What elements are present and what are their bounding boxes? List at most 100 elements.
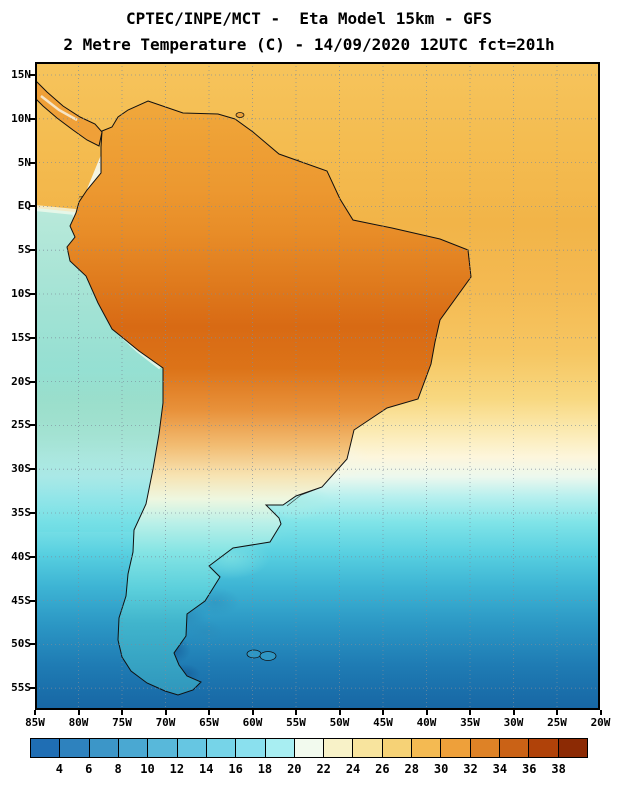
lon-tick-mark [469,710,471,715]
lat-tick-label: 45S [11,593,31,607]
lat-tick-mark [30,74,35,76]
latitude-axis: 15N 10N 5N EQ 5S 10S 15S 20S 25S 30S 35S 40S 45S 50S 5… [0,62,35,710]
lon-tick-mark [295,710,297,715]
lon-tick-mark [338,710,341,715]
colorbar-segment [441,739,471,757]
colorbar-segment [265,739,295,757]
colorbar-segment [89,739,119,757]
lat-tick-mark [30,687,35,690]
colorbar-tick-label: 20 [287,762,302,776]
colorbar-segment [558,739,587,757]
pacific-cold-current [35,208,163,532]
lat-tick-mark [30,293,35,295]
colorbar-segment [353,739,383,757]
colorbar-segment [324,739,354,757]
colorbar-segment [60,739,90,757]
lat-tick-mark [30,643,35,646]
lon-tick-mark [77,710,80,715]
lon-tick-mark [208,710,210,715]
colorbar-tick-label: 18 [257,762,273,776]
temperature-map [35,62,600,710]
colorbar-segment [31,739,61,757]
colorbar-tick-label: 6 [85,762,93,776]
falkland-islands-east [259,651,277,661]
lon-tick-label: 70W [155,716,176,729]
lon-tick-mark [599,710,602,715]
lat-tick-label: 40S [11,549,31,563]
colorbar-tick-label: 26 [375,762,390,776]
lon-tick-mark [121,710,123,715]
colorbar-segment [148,739,178,757]
falkland-islands [246,649,262,659]
lat-tick-mark [30,599,35,602]
lon-tick-mark [382,710,384,715]
islands-layer [235,112,277,661]
colorbar-tick-label: 38 [551,762,566,776]
lat-tick-label: 35S [11,506,31,519]
colorbar-tick-label: 8 [114,762,122,776]
lat-tick-label: 15N [11,68,31,81]
lon-tick-label: 20W [590,716,611,729]
lon-tick-mark [512,710,515,715]
lon-tick-label: 45W [373,716,393,729]
lat-tick-mark [30,205,35,208]
colorbar-segment [470,739,500,757]
lon-tick-label: 65W [199,716,219,729]
lat-tick-mark [30,512,35,514]
colorbar-tick-label: 12 [169,762,185,776]
colorbar-segment [118,739,149,757]
lon-tick-label: 85W [25,716,45,729]
longitude-axis: 85W 80W 75W 70W 65W 60W 55W 50W 45W 40W 35W 30W 25W 2… [25,710,610,736]
lat-tick-label: 15S [11,330,31,344]
lat-tick-label: EQ [17,199,31,213]
lon-tick-label: 25W [547,716,567,729]
colorbar-segment [236,739,266,757]
lat-tick-mark [30,161,35,164]
map-title-line2: 2 Metre Temperature (C) - 14/09/2020 12U… [63,35,555,54]
lon-tick-mark [34,710,36,715]
colorbar-tick-label: 30 [433,762,449,776]
lon-tick-label: 35W [460,716,480,729]
lon-tick-mark [251,710,254,715]
lon-tick-label: 60W [242,716,263,729]
colorbar-segment [412,739,442,757]
lat-tick-label: 5N [17,155,31,169]
colorbar-segment [177,739,207,757]
colorbar-segment [294,739,325,757]
colorbar-tick-label: 16 [228,762,243,776]
lat-tick-mark [30,468,35,471]
colorbar-tick-label: 14 [198,762,214,776]
lon-tick-label: 50W [329,716,350,729]
lat-tick-label: 25S [11,418,31,432]
lat-tick-mark [30,424,35,427]
lat-tick-label: 20S [11,374,31,388]
lat-tick-label: 5S [17,243,31,257]
lat-tick-label: 55S [11,681,31,695]
colorbar-tick-label: 4 [55,762,63,776]
lon-tick-label: 80W [68,716,89,729]
lon-tick-label: 55W [286,716,306,729]
lat-tick-mark [30,336,35,339]
colorbar-tick-label: 24 [345,762,361,776]
colorbar-tick-label: 28 [404,762,420,776]
colorbar-segment [206,739,237,757]
lon-tick-mark [556,710,558,715]
lat-tick-label: 10N [11,111,31,125]
colorbar [30,738,588,758]
colorbar-segment [529,739,559,757]
map-container: 15N 10N 5N EQ 5S 10S 15S 20S 25S 30S 35S 40S 45S 50S 5… [11,62,610,729]
colorbar-segment [382,739,413,757]
lon-tick-label: 40W [416,716,437,729]
colorbar-tick-label: 22 [316,762,331,776]
lon-tick-mark [164,710,167,715]
lat-tick-label: 10S [11,287,31,300]
lon-tick-mark [425,710,428,715]
trinidad-island [235,112,245,118]
central-america-layer [35,79,103,147]
lat-tick-mark [30,380,35,383]
lat-tick-label: 50S [11,637,31,651]
colorbar-labels: 4 6 8 10 12 14 16 18 20 22 24 26 28 30 32 34 36 38 [30,762,588,778]
lat-tick-mark [30,249,35,252]
map-title-line1: CPTEC/INPE/MCT - Eta Model 15km - GFS [125,9,493,28]
